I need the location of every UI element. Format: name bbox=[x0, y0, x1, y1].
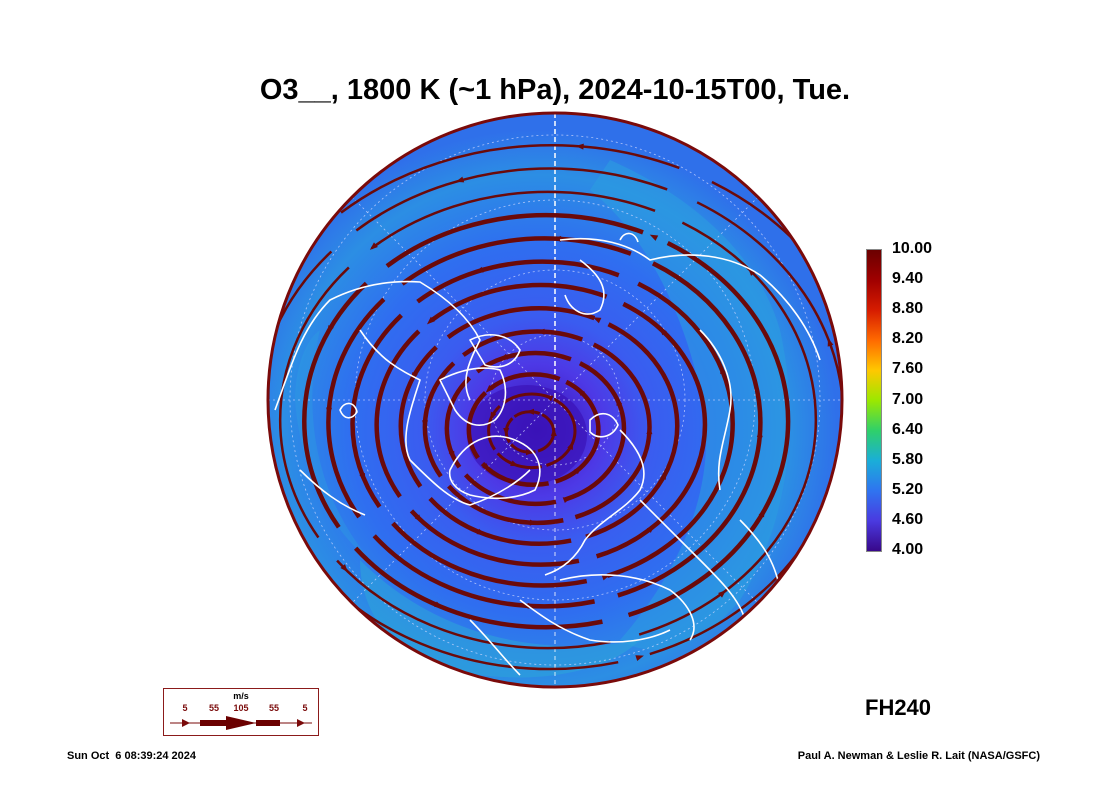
coastlines bbox=[274, 232, 821, 676]
wind-legend-label: 55 bbox=[268, 703, 279, 713]
streamline-arrow bbox=[718, 590, 727, 598]
streamline-arrow bbox=[544, 395, 554, 402]
generation-timestamp: Sun Oct 6 08:39:24 2024 bbox=[67, 750, 197, 762]
streamline-arrow bbox=[562, 497, 572, 503]
credit-line: Paul A. Newman & Leslie R. Lait (NASA/GS… bbox=[797, 750, 1040, 762]
streamline-arrow bbox=[499, 353, 509, 360]
colorbar-tick-label: 5.80 bbox=[892, 450, 924, 468]
streamline-arrow bbox=[369, 242, 378, 250]
streamline bbox=[398, 305, 680, 547]
streamline-arrow bbox=[660, 471, 667, 480]
streamline-arrow bbox=[475, 266, 484, 273]
streamline bbox=[374, 282, 708, 567]
streamline-arrow bbox=[720, 365, 726, 375]
wind-legend-label: 5 bbox=[182, 703, 188, 713]
streamline-arrow bbox=[635, 655, 644, 661]
colorbar-tick-label: 9.40 bbox=[892, 270, 924, 288]
streamline-arrow bbox=[414, 514, 423, 523]
streamline-arrow bbox=[649, 234, 659, 241]
ozone-band-east bbox=[590, 160, 790, 650]
streamline bbox=[444, 350, 627, 507]
streamline-arrow bbox=[359, 473, 365, 482]
streamline bbox=[268, 167, 842, 671]
streamline-arrow bbox=[490, 411, 497, 421]
streamline-arrow bbox=[659, 327, 667, 336]
wind-streamlines bbox=[230, 143, 842, 687]
forecast-hour: FH240 bbox=[865, 695, 932, 720]
streamline bbox=[302, 212, 791, 630]
streamline-arrow bbox=[592, 317, 602, 324]
streamline-arrow bbox=[646, 525, 655, 533]
streamline-arrow bbox=[326, 407, 333, 416]
colorbar-tick-label: 5.20 bbox=[892, 480, 924, 498]
streamline-arrow bbox=[536, 328, 545, 335]
streamline-arrow bbox=[529, 519, 538, 526]
streamline bbox=[350, 259, 735, 588]
colorbar-tick-label: 4.00 bbox=[892, 541, 924, 558]
streamline-arrow bbox=[553, 235, 562, 242]
colorbar-tick-label: 10.00 bbox=[892, 240, 933, 257]
streamline-arrow bbox=[426, 316, 435, 325]
wind-legend-label: 105 bbox=[233, 703, 249, 713]
colorbar-tick-label: 6.40 bbox=[892, 420, 924, 438]
streamline-arrow bbox=[455, 176, 465, 183]
streamline-arrow bbox=[827, 338, 834, 347]
streamline-arrow bbox=[510, 460, 519, 467]
streamline bbox=[278, 190, 818, 650]
streamline-arrow bbox=[230, 390, 237, 398]
streamline-arrow bbox=[601, 574, 611, 581]
streamline-arrow bbox=[327, 325, 334, 334]
streamline-arrow bbox=[577, 388, 586, 397]
wind-speed-legend: m/s 5 55 105 55 5 bbox=[163, 688, 319, 736]
streamline-arrow bbox=[616, 397, 623, 406]
colorbar-tick-label: 8.20 bbox=[892, 330, 924, 348]
streamline-arrow bbox=[567, 441, 574, 450]
streamline bbox=[466, 372, 601, 488]
streamline bbox=[487, 392, 577, 470]
streamline bbox=[268, 144, 842, 687]
wind-legend-label: 5 bbox=[302, 703, 308, 713]
streamline-arrow bbox=[503, 428, 510, 436]
wind-legend-unit: m/s bbox=[233, 691, 249, 701]
plot-title: O3__, 1800 K (~1 hPa), 2024-10-15T00, Tu… bbox=[259, 74, 851, 106]
colorbar-tick-label: 4.60 bbox=[892, 510, 924, 528]
streamline-arrow bbox=[268, 490, 272, 500]
streamline-arrow bbox=[526, 408, 534, 415]
streamline-arrow bbox=[448, 450, 455, 460]
streamline-arrow bbox=[550, 428, 557, 436]
streamline-arrow bbox=[646, 426, 653, 435]
streamline-arrow bbox=[434, 601, 443, 608]
colorbar-tick-label: 8.80 bbox=[892, 300, 924, 318]
streamline bbox=[326, 236, 763, 609]
streamline-arrow bbox=[526, 449, 534, 456]
streamline-arrow bbox=[575, 143, 584, 150]
wind-legend-label: 55 bbox=[208, 703, 219, 713]
streamline-arrow bbox=[756, 429, 763, 438]
globe-outline bbox=[266, 111, 844, 689]
streamline-arrow bbox=[340, 564, 348, 573]
streamline-arrow bbox=[485, 385, 494, 393]
streamline-arrow bbox=[476, 528, 486, 535]
streamline-arrow bbox=[758, 508, 765, 518]
streamline-arrow bbox=[482, 463, 490, 471]
colorbar-tick-label: 7.00 bbox=[892, 390, 924, 408]
colorbar bbox=[866, 249, 882, 552]
streamline-arrow bbox=[422, 420, 429, 429]
streamline-arrow bbox=[411, 372, 418, 381]
wind-legend-arrows bbox=[170, 716, 312, 730]
colorbar-tick-label: 7.60 bbox=[892, 360, 924, 378]
streamline-arrow bbox=[573, 466, 582, 475]
